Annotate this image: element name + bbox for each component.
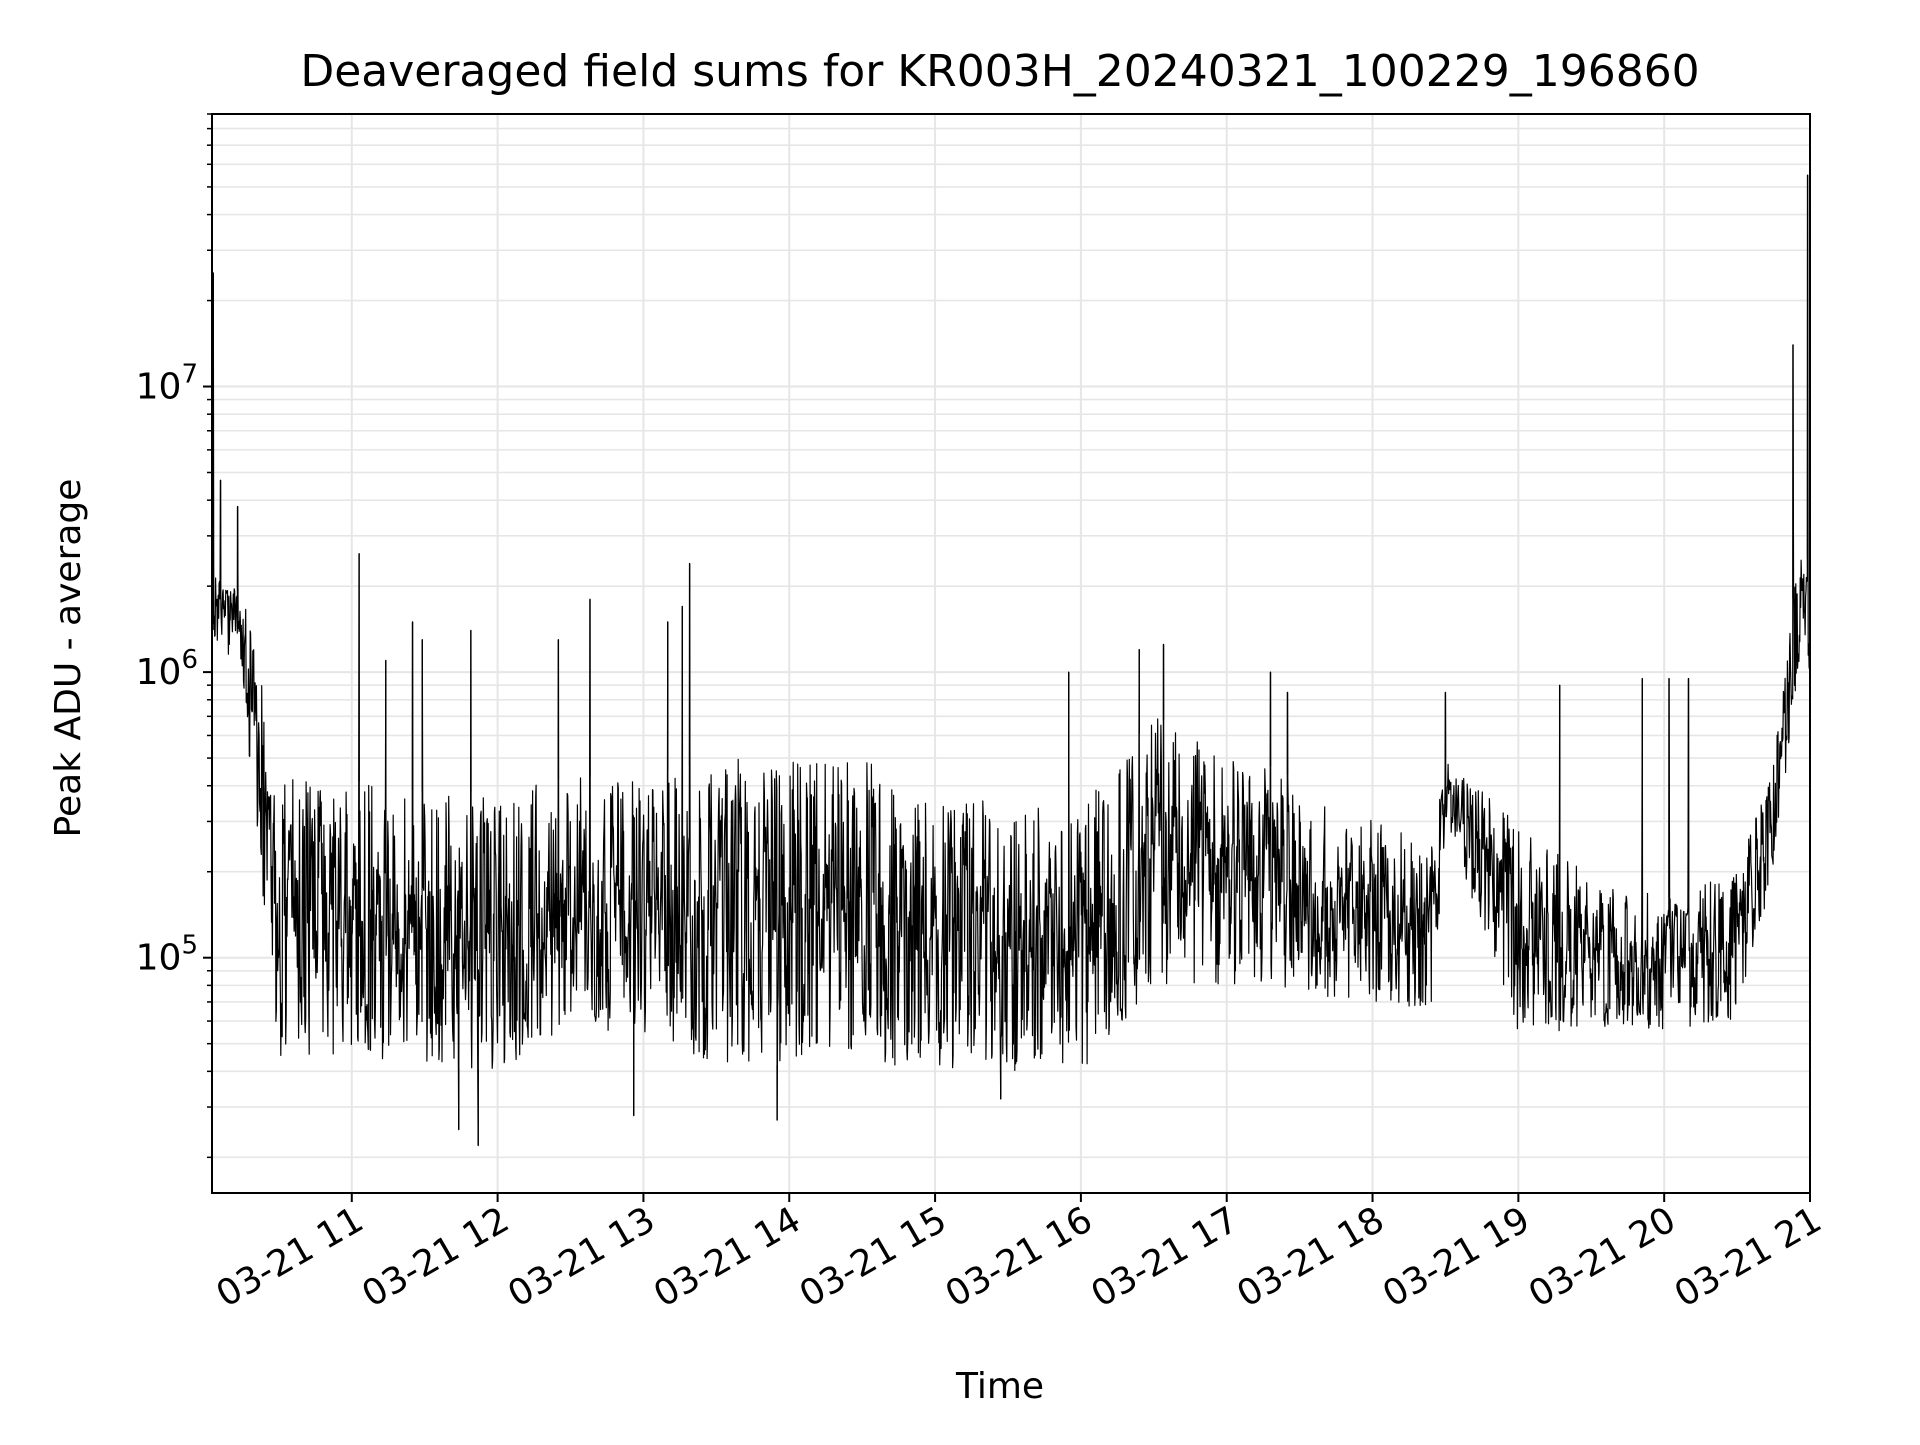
y-tick-label: 106 bbox=[136, 645, 198, 693]
y-tick-label: 105 bbox=[136, 931, 198, 979]
plot-frame bbox=[211, 113, 1811, 1194]
series-layer bbox=[211, 174, 1811, 1147]
x-axis-label: Time bbox=[955, 1366, 1044, 1407]
y-tick-label: 107 bbox=[136, 360, 198, 408]
y-axis-label: Peak ADU - average bbox=[48, 479, 89, 838]
chart-title: Deaveraged field sums for KR003H_2024032… bbox=[300, 46, 1699, 97]
series-line bbox=[211, 174, 1811, 1147]
